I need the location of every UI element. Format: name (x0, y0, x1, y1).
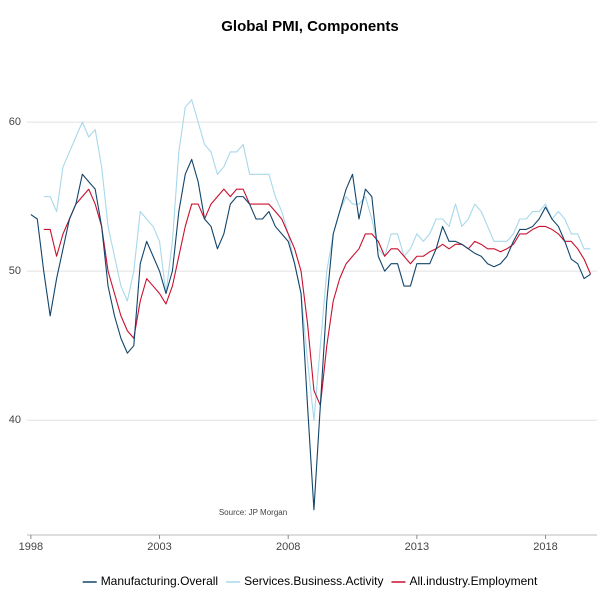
series-line (30, 158, 591, 511)
annotation: Source: JP Morgan (219, 508, 287, 517)
y-tick-label: 60 (9, 116, 21, 128)
y-tick-label: 50 (9, 265, 21, 277)
legend: Manufacturing.Overall Services.Business.A… (82, 574, 538, 588)
series-line (43, 99, 591, 421)
x-tick-label: 2003 (147, 541, 171, 553)
x-tick-label: 1998 (19, 541, 43, 553)
legend-label: Manufacturing.Overall (101, 574, 218, 588)
y-tick-label: 40 (9, 414, 21, 426)
x-tick-label: 2018 (533, 541, 557, 553)
legend-label: All.industry.Employment (409, 574, 537, 588)
legend-label: Services.Business.Activity (244, 574, 383, 588)
x-tick-label: 2008 (276, 541, 300, 553)
chart-title: Global PMI, Components (221, 18, 399, 35)
x-tick-label: 2013 (405, 541, 429, 553)
